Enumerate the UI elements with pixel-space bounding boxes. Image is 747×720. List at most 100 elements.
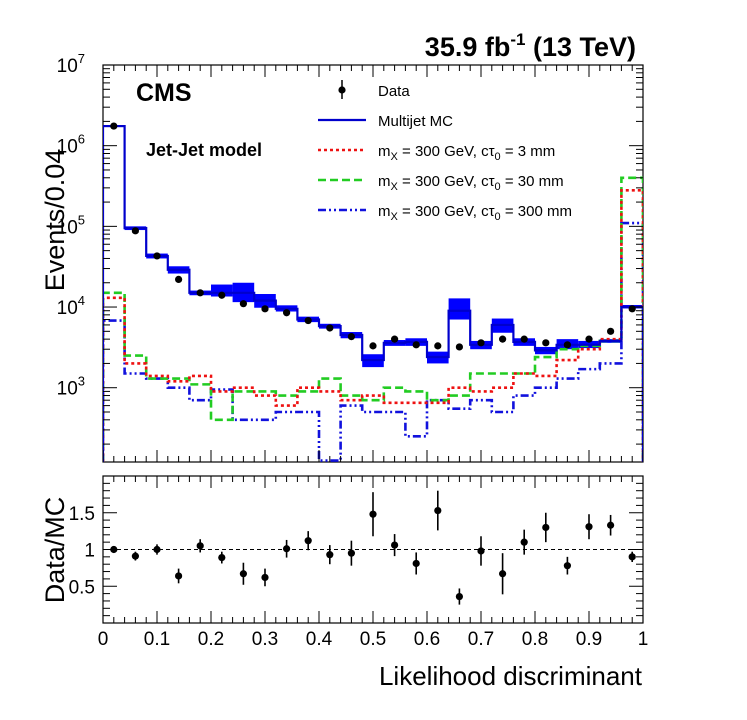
ratio-point: [585, 523, 593, 531]
ratio-point: [283, 545, 291, 553]
data-point: [175, 275, 183, 284]
data-point: [477, 339, 485, 347]
ratio-point: [261, 573, 269, 582]
ratio-point: [304, 537, 312, 545]
data-point: [369, 342, 377, 350]
data-point: [628, 305, 636, 313]
x-tick-label: 0.3: [252, 629, 278, 650]
legend-entry-blue: mX = 300 GeV, cτ0 = 300 mm: [318, 203, 572, 223]
data-point: [434, 342, 442, 350]
lumi-label: 35.9 fb-1 (13 TeV): [425, 30, 636, 62]
top-panel-frame: [102, 64, 644, 463]
x-tick-label: 0.7: [468, 629, 494, 650]
ratio-point: [175, 572, 183, 580]
legend-entry-data: Data: [338, 80, 410, 100]
ratio-point: [218, 553, 226, 562]
y-tick-label: 107: [57, 51, 85, 77]
data-point: [239, 300, 247, 308]
x-tick-labels: 0 0.1 0.2 0.3 0.4 0.5 0.6 0.7 0.8 0.9 1: [98, 629, 649, 650]
data-point: [131, 227, 139, 235]
legend-entry-green: mX = 300 GeV, cτ0 = 30 mm: [318, 173, 564, 193]
x-axis-title: Likelihood discriminant: [379, 661, 643, 691]
legend-green-label: mX = 300 GeV, cτ0 = 30 mm: [378, 173, 564, 193]
x-tick-label: 0: [98, 629, 109, 650]
legend-blue-label: mX = 300 GeV, cτ0 = 300 mm: [378, 203, 572, 223]
cms-label: CMS: [136, 79, 192, 107]
ratio-point: [347, 549, 355, 557]
legend: Data Multijet MC mX = 300 GeV, cτ0 = 3 m…: [318, 80, 572, 223]
ratio-y-tick-label: 1.5: [69, 504, 95, 525]
ratio-point: [196, 542, 204, 550]
top-y-tick-labels: 103 104 105 106 107: [57, 51, 85, 400]
ratio-point: [542, 523, 550, 532]
x-tick-label: 0.1: [144, 629, 170, 650]
ratio-y-tick-label: 0.5: [69, 577, 95, 598]
data-point: [304, 316, 312, 325]
legend-red-label: mX = 300 GeV, cτ0 = 3 mm: [378, 143, 555, 163]
data-point: [455, 343, 463, 351]
x-tick-label: 0.6: [414, 629, 440, 650]
ratio-point: [477, 547, 485, 555]
data-point: [499, 335, 507, 343]
x-tick-label: 0.2: [198, 629, 224, 650]
ratio-point: [607, 521, 615, 529]
ratio-point: [110, 545, 118, 554]
ratio-point: [499, 570, 507, 578]
bottom-y-tick-labels: 0.5 1 1.5: [69, 504, 95, 599]
data-point: [110, 122, 118, 130]
data-point: [153, 252, 161, 260]
data-point: [412, 341, 420, 349]
data-point: [563, 341, 572, 349]
mc-band-bin: [211, 284, 233, 297]
data-point: [326, 324, 334, 332]
legend-entry-red: mX = 300 GeV, cτ0 = 3 mm: [318, 143, 555, 163]
ratio-point: [434, 506, 442, 515]
y-tick-label: 106: [57, 132, 85, 158]
ratio-point: [455, 592, 463, 601]
data-point: [283, 309, 291, 317]
ratio-point: [369, 510, 377, 518]
legend-mc-label: Multijet MC: [378, 113, 453, 130]
data-point: [196, 289, 204, 297]
mc-band-bin: [448, 298, 471, 320]
ratio-y-tick-label: 1: [84, 541, 95, 562]
ratio-point: [326, 551, 334, 559]
data-point: [607, 327, 615, 335]
signal-histograms: [103, 176, 643, 462]
data-point: [585, 335, 593, 343]
legend-entry-mc: Multijet MC: [318, 113, 453, 130]
y-tick-label: 104: [57, 293, 85, 319]
model-label: Jet-Jet model: [146, 140, 262, 160]
mc-uncertainty-band: [103, 125, 643, 368]
ratio-point: [391, 541, 399, 549]
data-point: [542, 339, 550, 347]
ratio-point: [153, 545, 161, 554]
multijet-mc-histogram: [103, 124, 643, 462]
ratio-point: [628, 553, 636, 561]
ratio-point: [412, 559, 420, 568]
data-point: [520, 335, 528, 343]
data-point: [261, 305, 269, 313]
x-tick-label: 1: [638, 629, 649, 650]
signal-300mm-line: [103, 221, 643, 462]
top-axis-ticks: [102, 64, 644, 462]
x-tick-label: 0.4: [306, 629, 333, 650]
ratio-point: [520, 538, 528, 546]
x-tick-label: 0.5: [360, 629, 386, 650]
y-tick-label: 103: [57, 374, 85, 400]
signal-3mm-line: [103, 188, 643, 462]
ratio-point: [563, 562, 572, 570]
ratio-points: [110, 490, 636, 605]
data-point: [218, 291, 226, 299]
bottom-y-axis-title: Data/MC: [40, 497, 70, 604]
ratio-point: [131, 552, 139, 560]
legend-data-marker: [338, 86, 346, 94]
x-tick-label: 0.9: [576, 629, 602, 650]
x-tick-label: 0.8: [522, 629, 548, 650]
data-point: [347, 333, 355, 341]
legend-data-label: Data: [378, 83, 410, 100]
y-tick-label: 105: [57, 212, 85, 238]
ratio-point: [239, 570, 247, 578]
bottom-axis-ticks: [102, 475, 644, 624]
